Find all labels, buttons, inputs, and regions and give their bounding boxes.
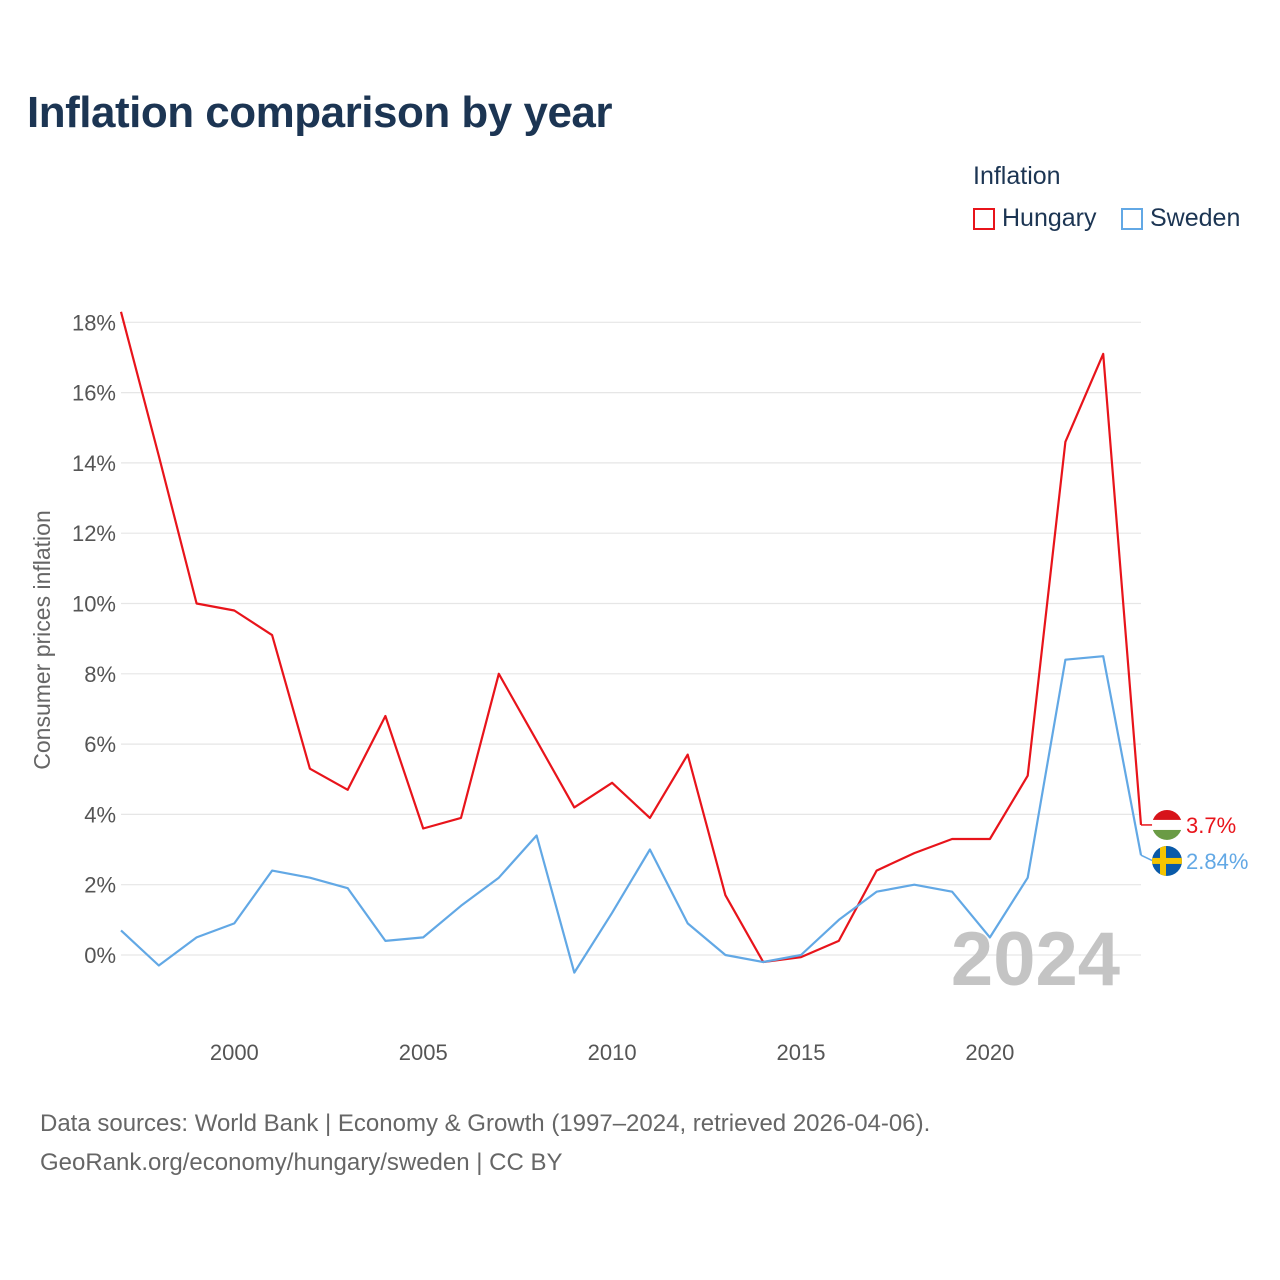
y-tick-label: 6% (84, 732, 116, 757)
series-lines (119, 311, 1143, 974)
end-value-label: 3.7% (1186, 813, 1236, 838)
x-tick-label: 2005 (399, 1040, 448, 1065)
source-line-2[interactable]: GeoRank.org/economy/hungary/sweden | CC … (40, 1149, 563, 1176)
x-tick-label: 2000 (210, 1040, 259, 1065)
y-tick-label: 4% (84, 802, 116, 827)
legend-swatch-sweden (1121, 207, 1143, 230)
y-tick-label: 8% (84, 662, 116, 687)
y-tick-label: 12% (72, 521, 116, 546)
y-tick-label: 18% (72, 310, 116, 335)
source-note: Data sources: World Bank | Economy & Gro… (40, 1104, 930, 1182)
flag-hungary-icon (1152, 809, 1182, 840)
flag-cross (1152, 857, 1182, 864)
x-tick-label: 2015 (777, 1040, 826, 1065)
x-tick-label: 2020 (965, 1040, 1014, 1065)
y-tick-label: 14% (72, 451, 116, 476)
chart-title: Inflation comparison by year (27, 88, 613, 137)
y-axis-label: Consumer prices inflation (29, 510, 55, 770)
y-tick-label: 16% (72, 381, 116, 406)
x-axis-ticks: 2000 2005 2010 2015 2020 (210, 1040, 1015, 1065)
year-annotation: 2024 (951, 917, 1120, 1002)
source-line-1: Data sources: World Bank | Economy & Gro… (40, 1110, 931, 1137)
legend-item-hungary[interactable]: Hungary (973, 204, 1097, 233)
y-tick-label: 0% (84, 943, 116, 968)
end-connector (1140, 854, 1154, 862)
legend-label-hungary: Hungary (1002, 204, 1097, 232)
flag-stripe (1152, 819, 1182, 830)
flag-stripe (1152, 829, 1182, 840)
x-tick-label: 2010 (588, 1040, 637, 1065)
flag-stripe (1152, 809, 1182, 820)
grid-lines (121, 321, 1141, 956)
legend-item-sweden[interactable]: Sweden (1121, 204, 1240, 233)
series-line-hungary (119, 311, 1143, 964)
end-value-label: 2.84% (1186, 849, 1248, 874)
end-markers: 3.7% 2.84% (1140, 809, 1248, 876)
y-tick-label: 2% (84, 873, 116, 898)
legend-swatch-hungary (973, 207, 995, 230)
legend-title: Inflation (973, 162, 1061, 190)
legend-label-sweden: Sweden (1150, 204, 1241, 232)
y-axis-ticks: 0% 2% 4% 6% 8% 10% 12% 14% 16% 18% (72, 310, 116, 968)
series-line-sweden (120, 655, 1143, 974)
line-chart: 0%2%4%6%8%10%12%14%16%18% 2000 2005 2010 20… (29, 310, 1248, 1065)
y-tick-label: 10% (72, 592, 116, 617)
flag-sweden-icon (1152, 845, 1182, 876)
